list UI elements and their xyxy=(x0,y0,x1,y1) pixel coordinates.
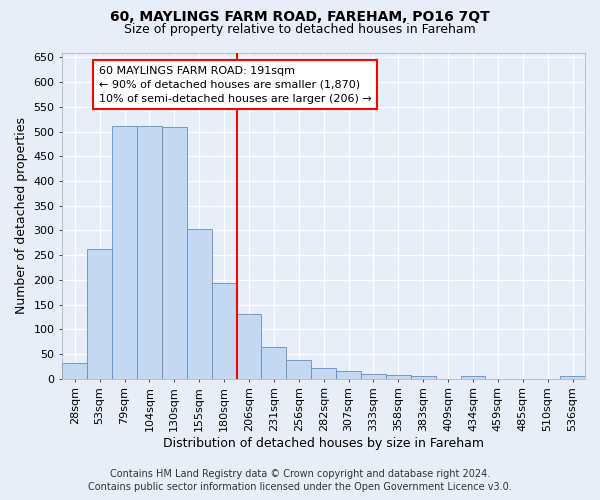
Bar xyxy=(262,347,286,378)
Bar xyxy=(386,375,411,378)
Text: 60, MAYLINGS FARM ROAD, FAREHAM, PO16 7QT: 60, MAYLINGS FARM ROAD, FAREHAM, PO16 7Q… xyxy=(110,10,490,24)
Bar xyxy=(87,248,112,378)
Text: Size of property relative to detached houses in Fareham: Size of property relative to detached ho… xyxy=(124,22,476,36)
Text: Contains HM Land Registry data © Crown copyright and database right 2024.
Contai: Contains HM Land Registry data © Crown c… xyxy=(88,470,512,492)
Bar xyxy=(286,360,311,378)
Bar xyxy=(311,368,336,378)
Text: 60 MAYLINGS FARM ROAD: 191sqm
← 90% of detached houses are smaller (1,870)
10% o: 60 MAYLINGS FARM ROAD: 191sqm ← 90% of d… xyxy=(99,66,371,104)
Bar xyxy=(62,364,87,378)
Bar xyxy=(212,283,236,378)
Bar xyxy=(411,376,436,378)
Bar xyxy=(361,374,386,378)
Bar xyxy=(162,126,187,378)
Bar xyxy=(461,376,485,378)
Y-axis label: Number of detached properties: Number of detached properties xyxy=(15,117,28,314)
Bar xyxy=(137,126,162,378)
Bar xyxy=(560,376,585,378)
Bar xyxy=(336,371,361,378)
Bar xyxy=(112,126,137,378)
Bar xyxy=(187,229,212,378)
X-axis label: Distribution of detached houses by size in Fareham: Distribution of detached houses by size … xyxy=(163,437,484,450)
Bar xyxy=(236,314,262,378)
